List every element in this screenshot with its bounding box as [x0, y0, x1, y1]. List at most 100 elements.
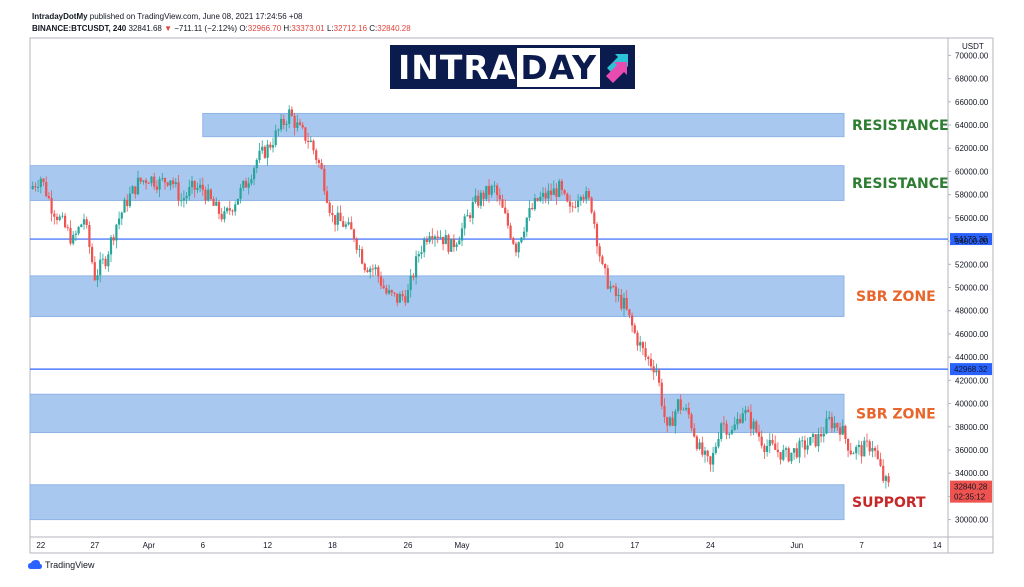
candle-56: [182, 190, 185, 208]
candle-301: [844, 424, 847, 444]
change-arrow: ▼: [164, 24, 172, 33]
candle-111: [331, 205, 334, 223]
ytick-label-19: 68000.00: [955, 75, 989, 84]
candle-297: [833, 415, 836, 432]
candle-41: [142, 179, 145, 185]
candle-66: [209, 188, 212, 201]
candle-216: [614, 283, 617, 303]
candle-147: [428, 231, 431, 244]
xtick-label-6: 26: [404, 541, 413, 550]
candle-19: [82, 213, 86, 230]
candle-249: [703, 446, 707, 463]
ytick-label-0: 30000.00: [955, 516, 989, 525]
xtick-label-12: 7: [859, 541, 864, 550]
candle-309: [865, 433, 869, 448]
candle-44: [150, 175, 153, 187]
candle-299: [838, 422, 842, 442]
candle-182: [523, 226, 526, 241]
candle-213: [606, 264, 609, 290]
xtick-label-9: 17: [630, 541, 639, 550]
candle-282: [793, 448, 796, 460]
candle-315: [882, 459, 885, 484]
tradingview-footer[interactable]: TradingView: [28, 560, 95, 570]
candle-198: [566, 192, 569, 203]
symbol: BINANCE:BTCUSDT, 240: [32, 24, 127, 33]
candle-218: [620, 288, 623, 311]
candle-206: [587, 188, 590, 201]
ytick-label-17: 64000.00: [955, 121, 989, 130]
candle-166: [479, 189, 482, 209]
candle-161: [466, 209, 469, 217]
candle-205: [585, 186, 588, 204]
candle-181: [520, 237, 523, 244]
ytick-label-11: 52000.00: [955, 260, 989, 269]
candle-280: [787, 446, 790, 463]
candle-254: [717, 431, 720, 449]
candle-27: [104, 256, 107, 270]
candle-317: [887, 472, 890, 487]
candle-207: [590, 196, 593, 214]
candle-103: [309, 136, 312, 143]
candle-268: [755, 419, 758, 434]
candle-17: [77, 225, 80, 236]
candle-114: [339, 205, 342, 222]
candle-163: [471, 197, 474, 225]
candle-116: [344, 221, 347, 230]
candle-192: [550, 183, 553, 201]
candle-117: [347, 217, 350, 226]
last-price-label: 32840.28: [954, 483, 988, 492]
candle-31: [115, 223, 118, 249]
candle-283: [795, 442, 798, 460]
candle-122: [361, 246, 364, 265]
candle-251: [709, 455, 712, 472]
candle-187: [536, 197, 539, 202]
zone-label-5: SUPPORT: [852, 495, 926, 511]
candle-113: [336, 205, 339, 231]
hline-badge-label-2: 42968.32: [954, 365, 988, 374]
candle-43: [147, 181, 150, 184]
candle-24: [96, 269, 99, 288]
logo-text-box: DAY: [517, 47, 601, 87]
candle-106: [317, 158, 320, 168]
candle-180: [517, 241, 520, 258]
candle-304: [852, 451, 855, 455]
l-label: L:: [327, 24, 334, 33]
candle-90: [274, 124, 277, 148]
candle-28: [107, 251, 110, 272]
candle-257: [725, 420, 728, 440]
candle-188: [539, 191, 542, 203]
candle-137: [401, 290, 404, 301]
candle-148: [431, 228, 434, 245]
ytick-label-14: 58000.00: [955, 191, 989, 200]
candle-52: [172, 177, 175, 189]
xtick-label-13: 14: [933, 541, 942, 550]
candle-89: [271, 137, 275, 153]
candle-118: [350, 216, 353, 230]
candle-128: [377, 265, 380, 283]
xtick-label-11: Jun: [790, 541, 803, 550]
candle-97: [293, 112, 296, 136]
candle-62: [199, 178, 202, 193]
candle-284: [798, 437, 801, 464]
candle-209: [595, 222, 599, 254]
candle-86: [263, 145, 266, 159]
candle-305: [855, 444, 858, 460]
candle-256: [722, 416, 725, 432]
candle-201: [574, 200, 577, 209]
candle-135: [396, 293, 399, 307]
candle-169: [487, 179, 491, 203]
intraday-logo: INTRA DAY: [390, 45, 635, 89]
candle-54: [177, 174, 180, 207]
candle-239: [676, 398, 680, 414]
candle-134: [393, 291, 396, 297]
ytick-label-7: 44000.00: [955, 353, 989, 362]
candle-185: [531, 202, 534, 211]
candle-210: [598, 242, 601, 262]
candle-73: [228, 200, 231, 216]
candle-69: [217, 200, 221, 220]
candle-124: [366, 267, 369, 273]
candle-25: [99, 252, 102, 283]
candle-214: [609, 281, 612, 293]
candle-40: [139, 177, 142, 184]
